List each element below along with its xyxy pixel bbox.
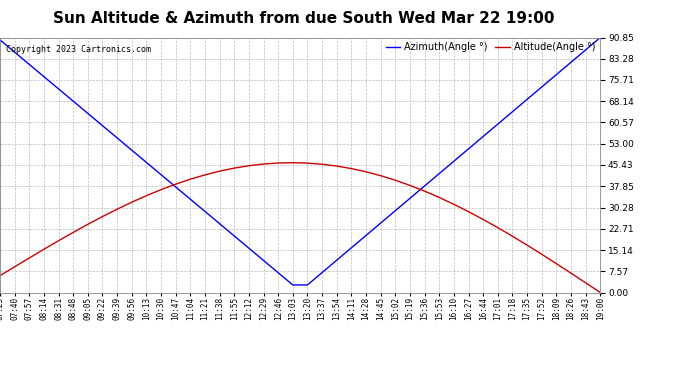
Text: Sun Altitude & Azimuth from due South Wed Mar 22 19:00: Sun Altitude & Azimuth from due South We… (53, 11, 554, 26)
Legend: Azimuth(Angle °), Altitude(Angle °): Azimuth(Angle °), Altitude(Angle °) (386, 42, 595, 52)
Text: Copyright 2023 Cartronics.com: Copyright 2023 Cartronics.com (6, 45, 151, 54)
